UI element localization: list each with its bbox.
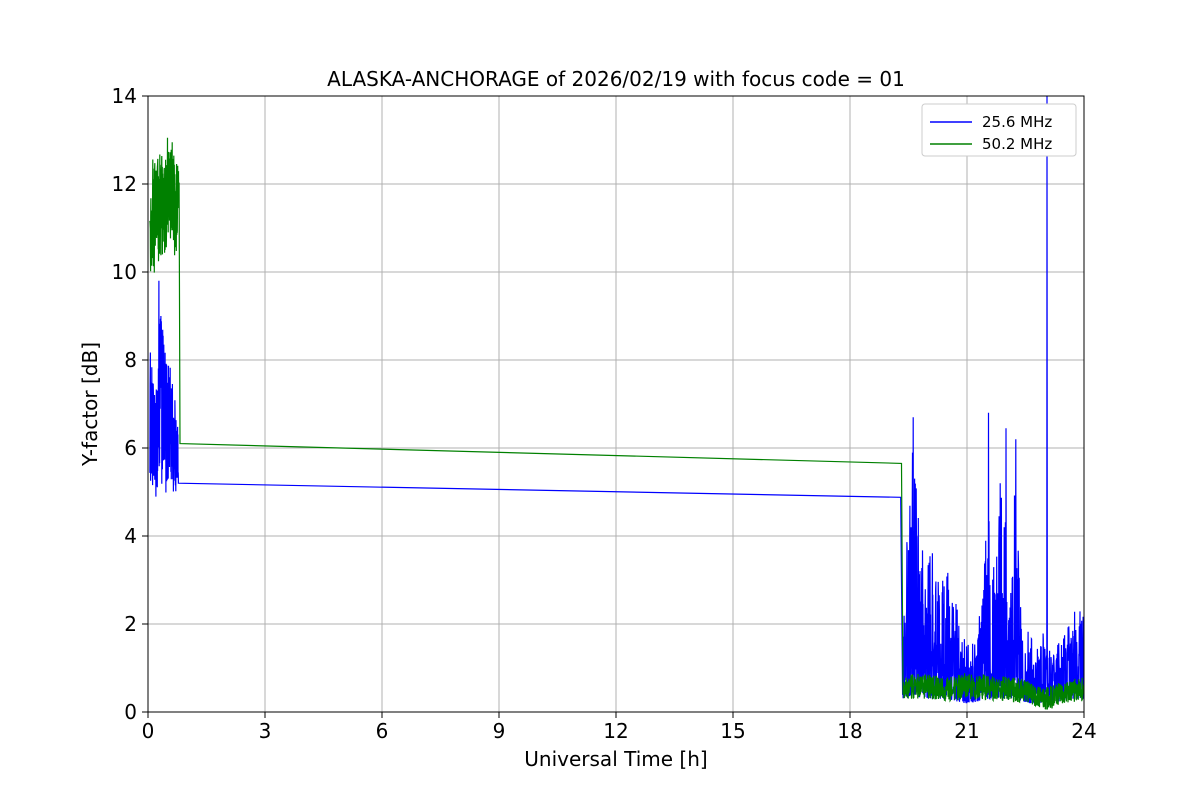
x-axis-label: Universal Time [h] bbox=[524, 747, 707, 771]
x-tick-label: 24 bbox=[1071, 719, 1096, 743]
y-tick-label: 0 bbox=[124, 700, 137, 724]
y-tick-label: 6 bbox=[124, 436, 137, 460]
x-tick-label: 21 bbox=[954, 719, 979, 743]
x-tick-label: 15 bbox=[720, 719, 745, 743]
y-tick-label: 12 bbox=[112, 172, 137, 196]
chart-title: ALASKA-ANCHORAGE of 2026/02/19 with focu… bbox=[327, 67, 905, 91]
x-tick-label: 3 bbox=[259, 719, 272, 743]
legend: 25.6 MHz 50.2 MHz bbox=[921, 103, 1077, 157]
x-tick-label: 0 bbox=[142, 719, 155, 743]
y-tick-label: 8 bbox=[124, 348, 137, 372]
legend-box bbox=[921, 103, 1077, 157]
x-tick-label: 9 bbox=[493, 719, 506, 743]
y-tick-label: 4 bbox=[124, 524, 137, 548]
legend-label: 50.2 MHz bbox=[982, 135, 1052, 153]
y-axis-label: Y-factor [dB] bbox=[78, 342, 102, 467]
y-tick-label: 10 bbox=[112, 260, 137, 284]
x-tick-label: 18 bbox=[837, 719, 862, 743]
y-tick-label: 2 bbox=[124, 612, 137, 636]
series-line-1 bbox=[149, 137, 1084, 710]
legend-label: 25.6 MHz bbox=[982, 113, 1052, 131]
x-tick-label: 12 bbox=[603, 719, 628, 743]
x-tick-label: 6 bbox=[376, 719, 389, 743]
y-tick-label: 14 bbox=[112, 84, 137, 108]
